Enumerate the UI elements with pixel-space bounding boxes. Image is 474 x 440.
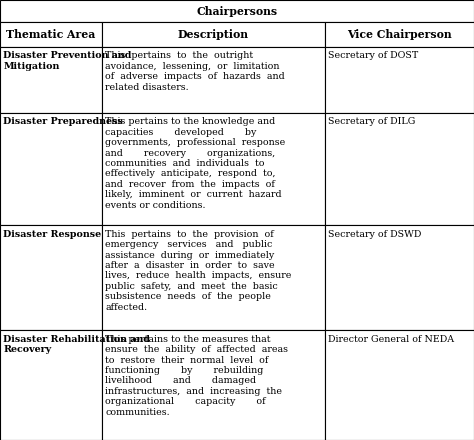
Text: Description: Description bbox=[178, 29, 249, 40]
Text: Vice Chairperson: Vice Chairperson bbox=[347, 29, 452, 40]
Bar bbox=[0, 22, 102, 47]
Text: This  pertains  to  the  provision  of
emergency   services   and   public
assis: This pertains to the provision of emerge… bbox=[105, 230, 292, 312]
Bar bbox=[325, 113, 474, 225]
Bar bbox=[102, 225, 325, 330]
Text: Secretary of DSWD: Secretary of DSWD bbox=[328, 230, 421, 239]
Text: Disaster Prevention and
Mitigation: Disaster Prevention and Mitigation bbox=[3, 51, 132, 71]
Text: This pertains to the measures that
ensure  the  ability  of  affected  areas
to : This pertains to the measures that ensur… bbox=[105, 335, 288, 417]
Bar bbox=[325, 22, 474, 47]
Bar bbox=[102, 113, 325, 225]
Bar bbox=[0, 225, 102, 330]
Text: Chairpersons: Chairpersons bbox=[196, 6, 278, 17]
Text: This  pertains  to  the  outright
avoidance,  lessening,  or  limitation
of  adv: This pertains to the outright avoidance,… bbox=[105, 51, 285, 92]
Bar bbox=[0, 113, 102, 225]
Bar bbox=[0, 0, 474, 22]
Bar bbox=[0, 47, 102, 113]
Bar bbox=[102, 47, 325, 113]
Bar bbox=[0, 330, 102, 440]
Text: Secretary of DOST: Secretary of DOST bbox=[328, 51, 418, 60]
Text: Disaster Preparedness: Disaster Preparedness bbox=[3, 117, 123, 126]
Text: Disaster Rehabilitation and
Recovery: Disaster Rehabilitation and Recovery bbox=[3, 335, 150, 354]
Text: Director General of NEDA: Director General of NEDA bbox=[328, 335, 454, 344]
Text: Secretary of DILG: Secretary of DILG bbox=[328, 117, 415, 126]
Bar bbox=[325, 330, 474, 440]
Bar bbox=[325, 225, 474, 330]
Bar bbox=[102, 22, 325, 47]
Text: Thematic Area: Thematic Area bbox=[6, 29, 96, 40]
Text: Disaster Response: Disaster Response bbox=[3, 230, 101, 239]
Bar bbox=[325, 47, 474, 113]
Bar bbox=[102, 330, 325, 440]
Text: This pertains to the knowledge and
capacities       developed       by
governmen: This pertains to the knowledge and capac… bbox=[105, 117, 285, 209]
